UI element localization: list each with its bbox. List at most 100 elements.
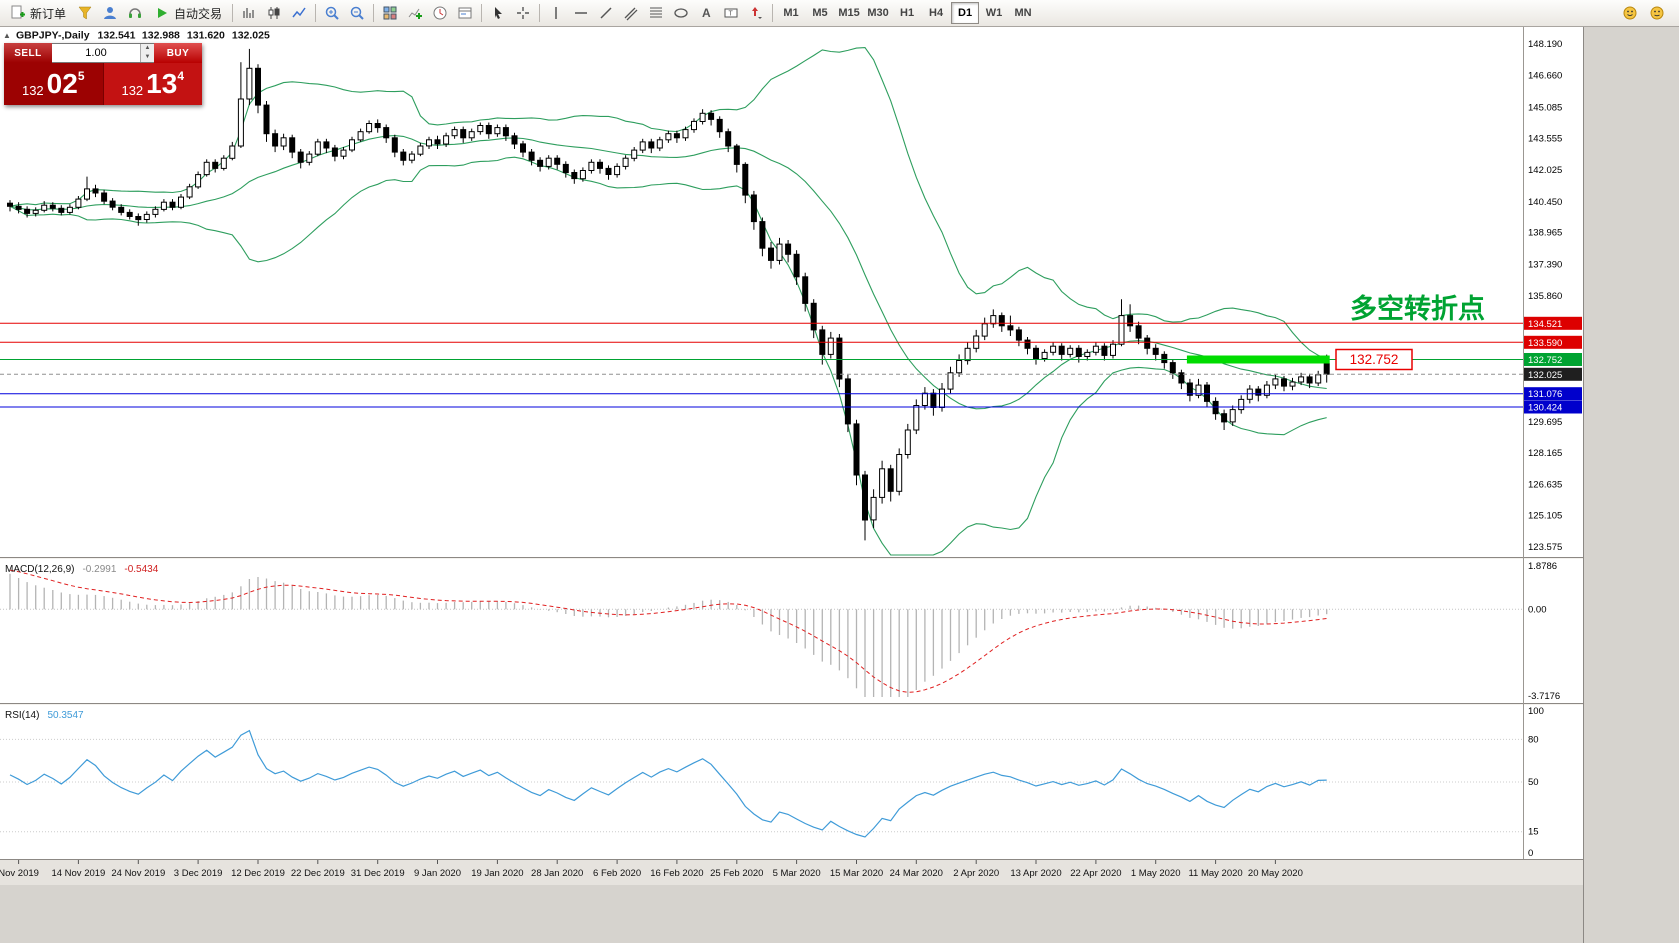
svg-text:Nov 2019: Nov 2019 — [0, 868, 39, 879]
svg-text:14 Nov 2019: 14 Nov 2019 — [51, 868, 105, 879]
smiley-button-2[interactable] — [1645, 2, 1669, 24]
svg-text:130.424: 130.424 — [1528, 403, 1562, 414]
text-label-button[interactable]: T — [719, 2, 743, 24]
volume-field[interactable]: 1.00 ▲ ▼ — [52, 43, 154, 63]
timeframe-button-H4[interactable]: H4 — [929, 7, 944, 19]
buy-price-button[interactable]: 132 13 4 — [102, 63, 202, 105]
svg-text:145.085: 145.085 — [1528, 102, 1562, 113]
buy-price-pip: 4 — [177, 69, 185, 83]
funnel-button[interactable] — [73, 2, 97, 24]
svg-text:128.165: 128.165 — [1528, 448, 1562, 459]
svg-text:20 May 2020: 20 May 2020 — [1248, 868, 1303, 879]
timeframe-button-D1[interactable]: D1 — [951, 2, 980, 24]
tile-windows-icon — [382, 5, 398, 21]
macd-histogram — [9, 573, 1328, 697]
chart-window: 148.190 146.660 145.085 143.555 142.025 140.4… — [0, 27, 1679, 943]
timeframe-button-MN[interactable]: MN — [1014, 7, 1032, 19]
smiley-button-1[interactable] — [1618, 2, 1642, 24]
arrows-button[interactable] — [744, 2, 768, 24]
text-label-icon: T — [723, 5, 739, 21]
headset-button[interactable] — [123, 2, 147, 24]
toolbar-separator — [373, 4, 375, 22]
bar-chart-button[interactable] — [237, 2, 261, 24]
volume-up-button[interactable]: ▲ — [141, 44, 154, 53]
buy-button[interactable]: BUY — [154, 43, 202, 63]
svg-text:50: 50 — [1528, 777, 1539, 788]
sell-price-prefix: 132 — [21, 83, 44, 98]
price-axis-labels[interactable]: 148.190 146.660 145.085 143.555 142.025 140.4… — [1528, 39, 1562, 553]
svg-text:A: A — [702, 6, 711, 20]
new-order-icon — [10, 5, 26, 21]
svg-text:133.590: 133.590 — [1528, 338, 1562, 349]
svg-text:135.860: 135.860 — [1528, 291, 1562, 302]
zoom-out-button[interactable] — [345, 2, 369, 24]
timeframe-button-M15[interactable]: M15 — [838, 7, 860, 19]
chart-ohlc-readout: GBPJPY-,Daily 132.541 132.988 131.620 132.02… — [16, 30, 270, 42]
horizontal-line-button[interactable] — [569, 2, 593, 24]
timeframe-button-M1[interactable]: M1 — [783, 7, 799, 19]
rsi-pane: 100 80 50 15 0 — [0, 706, 1544, 859]
one-click-expander-icon[interactable]: ▲ — [3, 31, 11, 40]
toolbar-separator — [232, 4, 234, 22]
channel-button[interactable] — [619, 2, 643, 24]
timeframe-button-M5[interactable]: M5 — [812, 7, 828, 19]
timeframe-button-H1[interactable]: H1 — [900, 7, 915, 19]
svg-text:13 Apr 2020: 13 Apr 2020 — [1010, 868, 1061, 879]
sell-price-main: 02 — [46, 68, 78, 99]
svg-text:5 Mar 2020: 5 Mar 2020 — [773, 868, 821, 879]
user-icon — [102, 5, 118, 21]
fibonacci-button[interactable] — [644, 2, 668, 24]
indicators-button[interactable] — [403, 2, 427, 24]
vertical-line-button[interactable] — [544, 2, 568, 24]
trendline-button[interactable] — [594, 2, 618, 24]
text-icon: A — [698, 5, 714, 21]
sell-price-button[interactable]: 132 02 5 — [4, 63, 103, 105]
autotrading-button[interactable]: 自动交易 — [148, 2, 228, 24]
templates-button[interactable] — [453, 2, 477, 24]
svg-text:132.752: 132.752 — [1350, 352, 1399, 367]
periods-button[interactable] — [428, 2, 452, 24]
time-axis-strip[interactable] — [0, 859, 1583, 885]
play-icon — [154, 5, 170, 21]
timeframe-button-M30[interactable]: M30 — [867, 7, 889, 19]
new-order-button[interactable]: 新订单 — [4, 2, 72, 24]
buy-price-main: 13 — [146, 68, 178, 99]
price-chart-canvas[interactable]: 148.190 146.660 145.085 143.555 142.025 140.4… — [0, 27, 1679, 943]
horizontal-levels[interactable] — [0, 322, 1523, 408]
svg-text:22 Dec 2019: 22 Dec 2019 — [291, 868, 345, 879]
shapes-button[interactable] — [669, 2, 693, 24]
zoom-out-icon — [349, 5, 365, 21]
volume-value[interactable]: 1.00 — [85, 47, 107, 59]
crosshair-button[interactable] — [511, 2, 535, 24]
toolbar-separator — [539, 4, 541, 22]
svg-text:138.965: 138.965 — [1528, 228, 1562, 239]
one-click-trading-panel: SELL 1.00 ▲ ▼ BUY 132 02 5 132 13 4 — [4, 43, 202, 105]
user-button[interactable] — [98, 2, 122, 24]
macd-signal-line — [9, 569, 1327, 693]
svg-text:100: 100 — [1528, 706, 1544, 717]
toolbar-separator — [481, 4, 483, 22]
text-button[interactable]: A — [694, 2, 718, 24]
zoom-in-button[interactable] — [320, 2, 344, 24]
svg-text:1.8786: 1.8786 — [1528, 561, 1557, 572]
crosshair-icon — [515, 5, 531, 21]
sell-button[interactable]: SELL — [4, 43, 52, 63]
svg-text:134.521: 134.521 — [1528, 319, 1562, 330]
cursor-button[interactable] — [486, 2, 510, 24]
line-chart-button[interactable] — [287, 2, 311, 24]
candlestick-chart-button[interactable] — [262, 2, 286, 24]
svg-text:31 Dec 2019: 31 Dec 2019 — [351, 868, 405, 879]
svg-text:137.390: 137.390 — [1528, 260, 1562, 271]
svg-text:148.190: 148.190 — [1528, 39, 1562, 50]
right-dock-area — [1583, 27, 1679, 943]
svg-text:2 Apr 2020: 2 Apr 2020 — [953, 868, 999, 879]
timeframe-button-W1[interactable]: W1 — [985, 7, 1003, 19]
candlestick-icon — [266, 5, 282, 21]
volume-down-button[interactable]: ▼ — [141, 53, 154, 62]
svg-text:142.025: 142.025 — [1528, 165, 1562, 176]
arrow-icon — [748, 5, 764, 21]
timeframe-group: M1 M5 M15 M30 H1 H4 D1 W1 MN — [777, 2, 1037, 24]
tile-windows-button[interactable] — [378, 2, 402, 24]
support-highlight — [1186, 355, 1330, 364]
time-axis-labels[interactable]: Nov 2019 14 Nov 2019 24 Nov 2019 3 Dec 2019… — [0, 859, 1303, 879]
